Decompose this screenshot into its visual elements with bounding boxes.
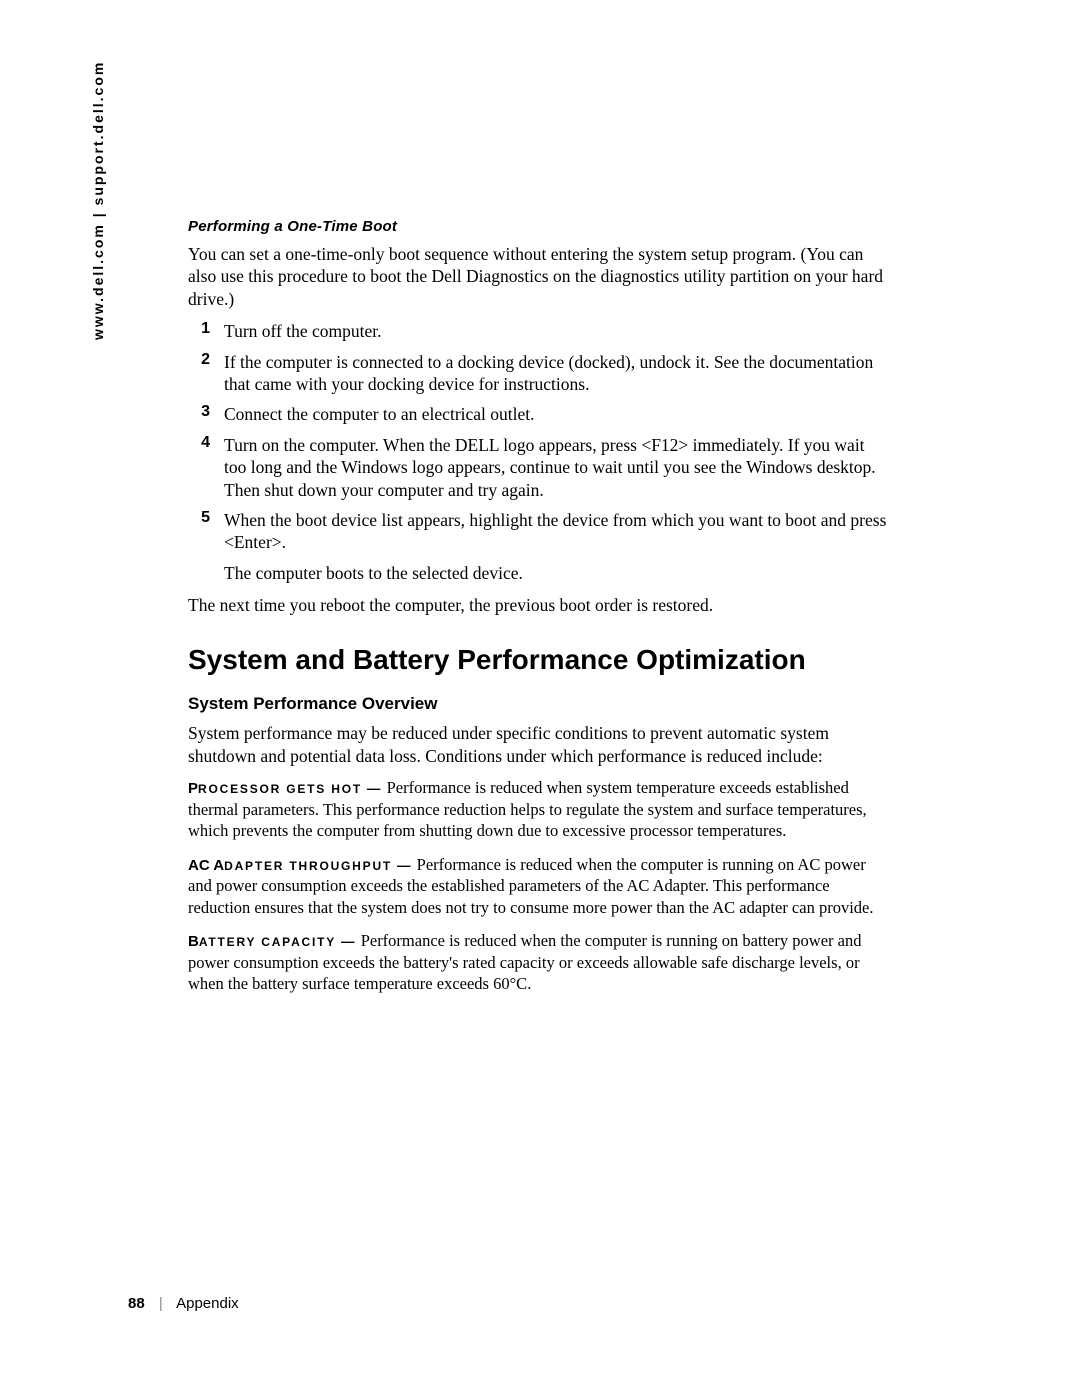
step-number: 5 — [188, 509, 224, 584]
step-item: 5 When the boot device list appears, hig… — [188, 509, 888, 584]
step-number: 1 — [188, 320, 224, 342]
step-number: 4 — [188, 434, 224, 501]
step-item: 4 Turn on the computer. When the DELL lo… — [188, 434, 888, 501]
boot-heading: Performing a One-Time Boot — [188, 218, 888, 235]
page-footer: 88 | Appendix — [128, 1295, 239, 1312]
step-number: 2 — [188, 351, 224, 396]
section-heading: System and Battery Performance Optimizat… — [188, 644, 888, 676]
boot-intro: You can set a one-time-only boot sequenc… — [188, 243, 888, 310]
subsection-heading: System Performance Overview — [188, 694, 888, 714]
step-text: When the boot device list appears, highl… — [224, 509, 888, 584]
boot-outro: The next time you reboot the computer, t… — [188, 594, 888, 616]
step-text-main: When the boot device list appears, highl… — [224, 510, 886, 552]
page-content: Performing a One-Time Boot You can set a… — [188, 218, 888, 1006]
page-number: 88 — [128, 1295, 145, 1312]
definition-block: AC ADAPTER THROUGHPUT — Performance is r… — [188, 854, 888, 918]
step-item: 1 Turn off the computer. — [188, 320, 888, 342]
definition-label: BATTERY CAPACITY — — [188, 934, 361, 949]
step-number: 3 — [188, 403, 224, 425]
section-intro: System performance may be reduced under … — [188, 722, 888, 767]
definition-block: BATTERY CAPACITY — Performance is reduce… — [188, 930, 888, 994]
step-text: Turn on the computer. When the DELL logo… — [224, 434, 888, 501]
footer-chapter: Appendix — [176, 1295, 239, 1312]
step-text: Connect the computer to an electrical ou… — [224, 403, 888, 425]
definition-block: PROCESSOR GETS HOT — Performance is redu… — [188, 777, 888, 841]
definition-label: PROCESSOR GETS HOT — — [188, 781, 387, 796]
step-text: If the computer is connected to a dockin… — [224, 351, 888, 396]
step-item: 3 Connect the computer to an electrical … — [188, 403, 888, 425]
footer-separator: | — [159, 1295, 163, 1312]
step-list: 1 Turn off the computer. 2 If the comput… — [188, 320, 888, 584]
definition-label: AC ADAPTER THROUGHPUT — — [188, 858, 417, 873]
step-text: Turn off the computer. — [224, 320, 888, 342]
step-item: 2 If the computer is connected to a dock… — [188, 351, 888, 396]
side-url-text: www.dell.com | support.dell.com — [90, 61, 106, 340]
step-followup: The computer boots to the selected devic… — [224, 562, 888, 584]
